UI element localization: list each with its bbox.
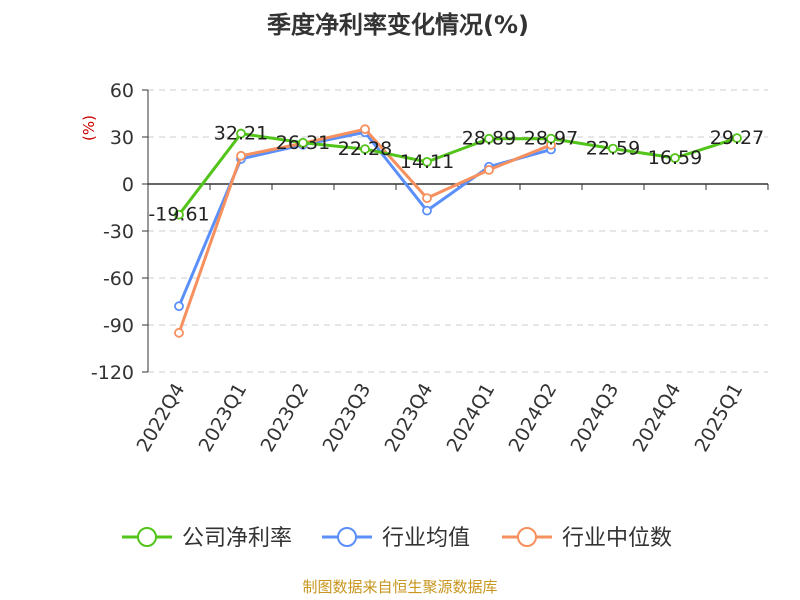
data-point[interactable] [732,133,742,144]
y-tick-label: -60 [103,268,134,290]
data-point[interactable] [608,143,618,154]
data-label: 29.27 [710,127,764,149]
data-label: 26.31 [276,132,330,154]
x-tick-label: 2022Q4 [133,380,190,456]
x-tick-label: 2023Q1 [195,380,252,456]
data-point[interactable] [546,133,556,144]
y-tick-label: 30 [110,127,134,149]
series-layer [174,124,742,338]
y-tick-label: 60 [110,80,134,102]
x-tick-label: 2024Q3 [567,380,624,456]
data-label: 32.21 [214,123,268,145]
data-point[interactable] [236,150,246,161]
x-tick-label: 2023Q3 [319,380,376,456]
data-point[interactable] [174,327,184,338]
data-point[interactable] [174,301,184,312]
chart-title: 季度净利率变化情况(%) [267,11,529,39]
data-point[interactable] [670,153,680,163]
series-line [177,132,738,216]
data-point[interactable] [422,156,432,167]
data-point[interactable] [422,193,432,204]
x-tick-label: 2024Q4 [629,380,686,456]
y-tick-label: -90 [103,315,134,337]
legend-label[interactable]: 公司净利率 [182,526,292,551]
data-label: 22.59 [586,138,640,160]
x-tick-label: 2023Q4 [381,380,438,456]
data-point[interactable] [484,164,494,175]
data-label: 28.97 [524,128,578,150]
x-tick-label: 2024Q1 [443,380,500,456]
data-label: 14.11 [400,151,454,173]
legend-swatch-marker [137,527,157,547]
data-point[interactable] [360,144,370,154]
data-labels: -19.61 32.21 26.31 22.28 14.11 28.89 28.97 22.5… [148,123,764,226]
y-tick-label: -30 [103,221,134,243]
data-point[interactable] [484,133,494,144]
data-point[interactable] [422,205,432,216]
legend-label[interactable]: 行业均值 [382,526,470,551]
data-label: 22.28 [338,138,392,160]
x-tick-label: 2025Q1 [691,380,748,456]
legend: 公司净利率 行业均值 行业中位数 [122,526,672,551]
data-point[interactable] [360,124,370,135]
y-tick-label: 0 [122,174,134,196]
data-point[interactable] [236,128,246,139]
legend-swatch-marker [517,527,537,547]
data-point[interactable] [298,137,308,148]
y-tick-label: -120 [91,362,134,384]
x-tick-label: 2024Q2 [505,380,562,456]
data-label: 28.89 [462,128,516,150]
legend-label[interactable]: 行业中位数 [562,526,672,551]
x-tick-label: 2023Q2 [257,380,314,456]
legend-swatch-marker [337,527,357,547]
data-point[interactable] [174,209,184,220]
grid-lines [148,89,768,373]
data-label: 16.59 [648,147,702,169]
y-axis-label: (%) [80,115,98,141]
source-note: 制图数据来自恒生聚源数据库 [302,578,497,596]
data-label: -19.61 [148,204,209,226]
